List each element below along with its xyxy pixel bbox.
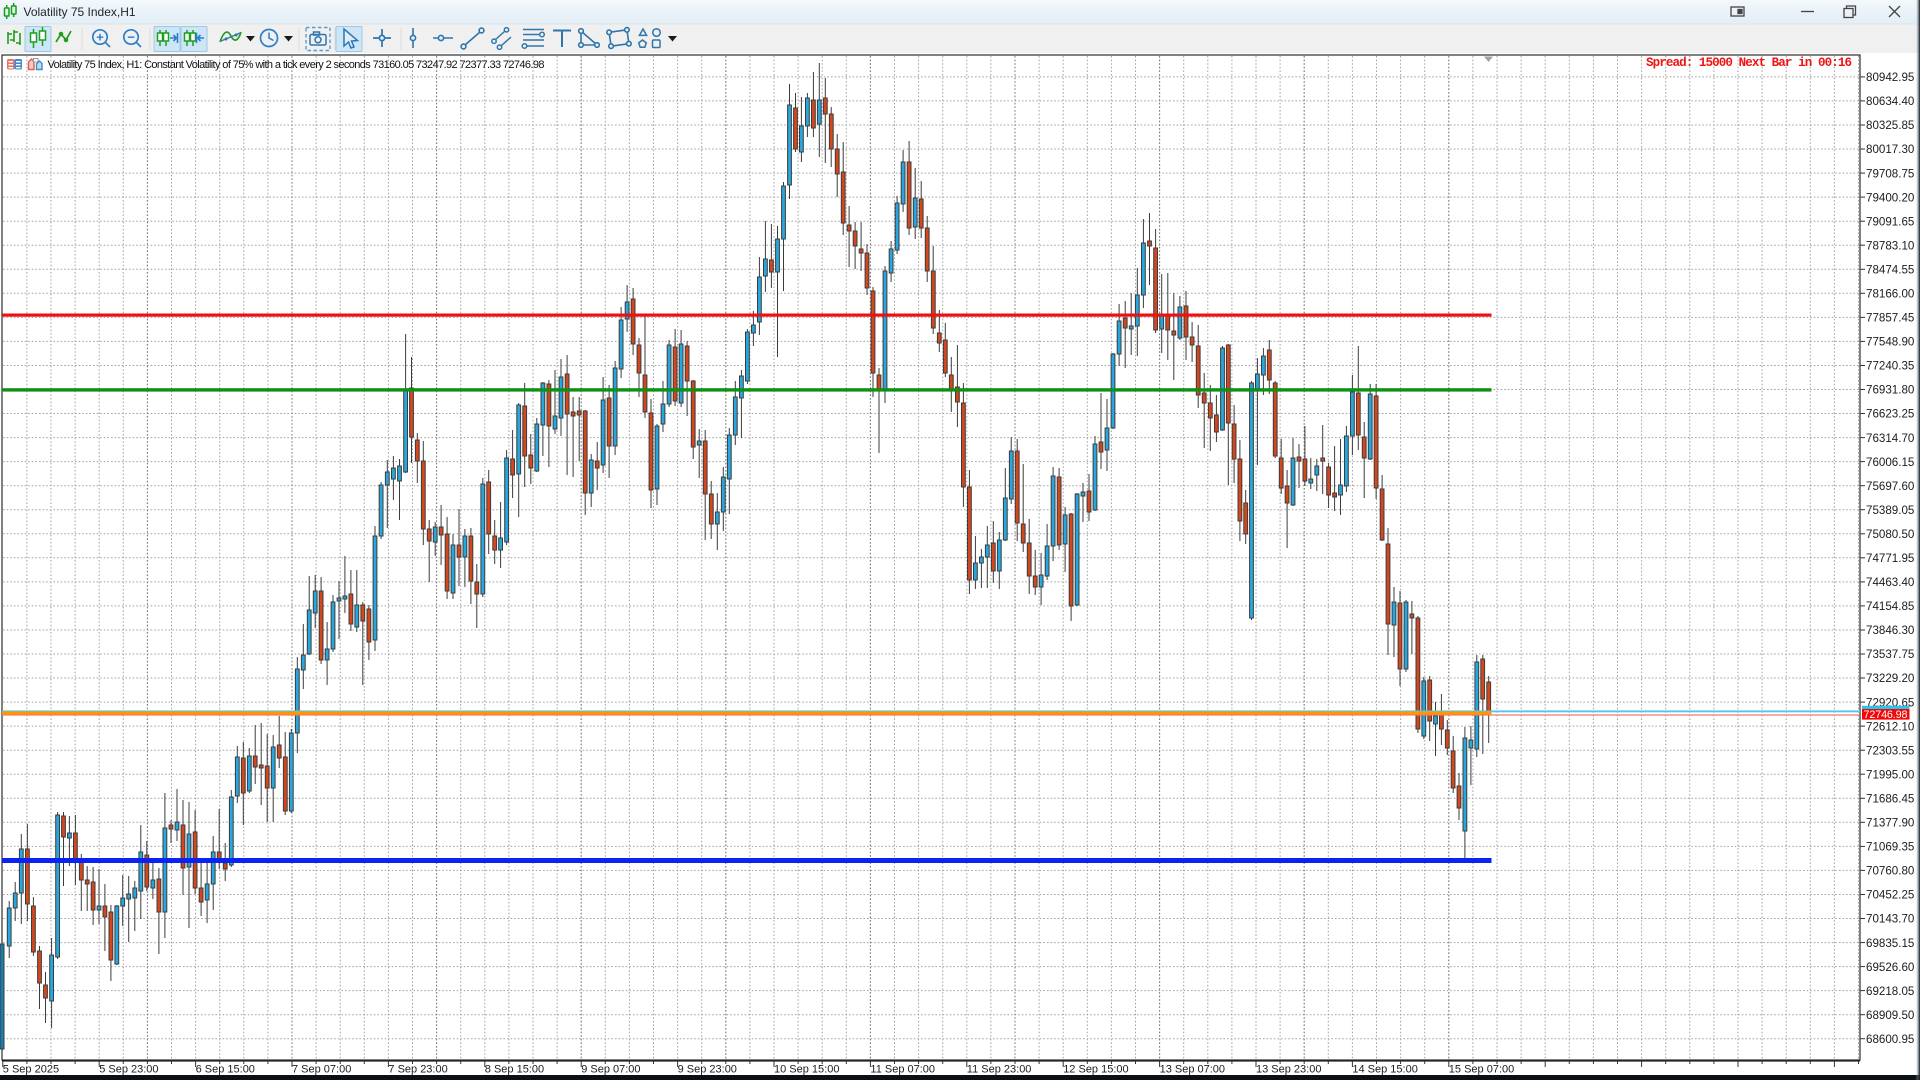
svg-text:78783.10: 78783.10: [1866, 239, 1914, 252]
svg-text:6 Sep 15:00: 6 Sep 15:00: [196, 1064, 255, 1076]
svg-text:71377.90: 71377.90: [1866, 817, 1914, 830]
svg-text:70760.80: 70760.80: [1866, 865, 1914, 878]
svg-text:72612.10: 72612.10: [1866, 720, 1914, 733]
svg-text:11 Sep 23:00: 11 Sep 23:00: [967, 1064, 1032, 1076]
svg-text:10 Sep 15:00: 10 Sep 15:00: [774, 1064, 839, 1076]
svg-text:+: +: [96, 30, 104, 45]
svg-text:79091.65: 79091.65: [1866, 215, 1914, 228]
svg-text:68600.95: 68600.95: [1866, 1033, 1914, 1046]
svg-text:73229.20: 73229.20: [1866, 672, 1914, 685]
svg-text:78474.55: 78474.55: [1866, 264, 1914, 277]
svg-text:70143.70: 70143.70: [1866, 913, 1914, 926]
svg-text:Volatility 75 Index, H1: Cons: Volatility 75 Index, H1: Constant Volati…: [48, 59, 545, 71]
svg-text:72303.55: 72303.55: [1866, 744, 1914, 757]
svg-text:76623.25: 76623.25: [1866, 408, 1914, 421]
svg-text:80942.95: 80942.95: [1866, 71, 1914, 84]
svg-text:76931.80: 76931.80: [1866, 384, 1914, 397]
svg-text:76006.15: 76006.15: [1866, 456, 1914, 469]
svg-text:76314.70: 76314.70: [1866, 432, 1914, 445]
svg-text:75389.05: 75389.05: [1866, 504, 1914, 517]
svg-text:71686.45: 71686.45: [1866, 793, 1914, 806]
svg-text:71995.00: 71995.00: [1866, 768, 1914, 781]
svg-text:73846.30: 73846.30: [1866, 624, 1914, 637]
svg-text:74463.40: 74463.40: [1866, 576, 1914, 589]
svg-text:13 Sep 07:00: 13 Sep 07:00: [1160, 1064, 1225, 1076]
svg-text:77240.35: 77240.35: [1866, 360, 1914, 373]
svg-text:79708.75: 79708.75: [1866, 167, 1914, 180]
svg-text:7 Sep 23:00: 7 Sep 23:00: [388, 1064, 447, 1076]
svg-text:77548.90: 77548.90: [1866, 336, 1914, 349]
svg-text:80017.30: 80017.30: [1866, 143, 1914, 156]
svg-text:75080.50: 75080.50: [1866, 528, 1914, 541]
svg-text:72746.98: 72746.98: [1864, 709, 1908, 721]
svg-text:80634.40: 80634.40: [1866, 95, 1914, 108]
svg-text:5 Sep 23:00: 5 Sep 23:00: [99, 1064, 158, 1076]
svg-text:75697.60: 75697.60: [1866, 480, 1914, 493]
svg-text:69218.05: 69218.05: [1866, 985, 1914, 998]
svg-text:77857.45: 77857.45: [1866, 312, 1914, 325]
svg-text:74771.95: 74771.95: [1866, 552, 1914, 565]
svg-text:9 Sep 23:00: 9 Sep 23:00: [678, 1064, 737, 1076]
svg-text:14 Sep 15:00: 14 Sep 15:00: [1352, 1064, 1417, 1076]
svg-text:−: −: [127, 30, 135, 45]
svg-text:73537.75: 73537.75: [1866, 648, 1914, 661]
svg-text:69526.60: 69526.60: [1866, 961, 1914, 974]
svg-text:70452.25: 70452.25: [1866, 889, 1914, 902]
svg-text:71069.35: 71069.35: [1866, 841, 1914, 854]
svg-text:74154.85: 74154.85: [1866, 600, 1914, 613]
svg-text:7 Sep 07:00: 7 Sep 07:00: [292, 1064, 351, 1076]
svg-text:5 Sep 2025: 5 Sep 2025: [3, 1064, 59, 1076]
svg-text:8 Sep 15:00: 8 Sep 15:00: [485, 1064, 544, 1076]
svg-text:Volatility 75 Index,H1: Volatility 75 Index,H1: [24, 5, 136, 19]
svg-text:68909.50: 68909.50: [1866, 1009, 1914, 1022]
svg-text:13 Sep 23:00: 13 Sep 23:00: [1256, 1064, 1321, 1076]
svg-text:80325.85: 80325.85: [1866, 119, 1914, 132]
svg-text:9 Sep 07:00: 9 Sep 07:00: [581, 1064, 640, 1076]
svg-text:15 Sep 07:00: 15 Sep 07:00: [1449, 1064, 1514, 1076]
svg-text:79400.20: 79400.20: [1866, 191, 1914, 204]
svg-text:78166.00: 78166.00: [1866, 288, 1914, 301]
svg-text:69835.15: 69835.15: [1866, 937, 1914, 950]
svg-text:11 Sep 07:00: 11 Sep 07:00: [870, 1064, 935, 1076]
svg-text:Spread: 15000 Next Bar in 00:1: Spread: 15000 Next Bar in 00:16: [1646, 56, 1852, 70]
svg-text:12 Sep 15:00: 12 Sep 15:00: [1063, 1064, 1128, 1076]
